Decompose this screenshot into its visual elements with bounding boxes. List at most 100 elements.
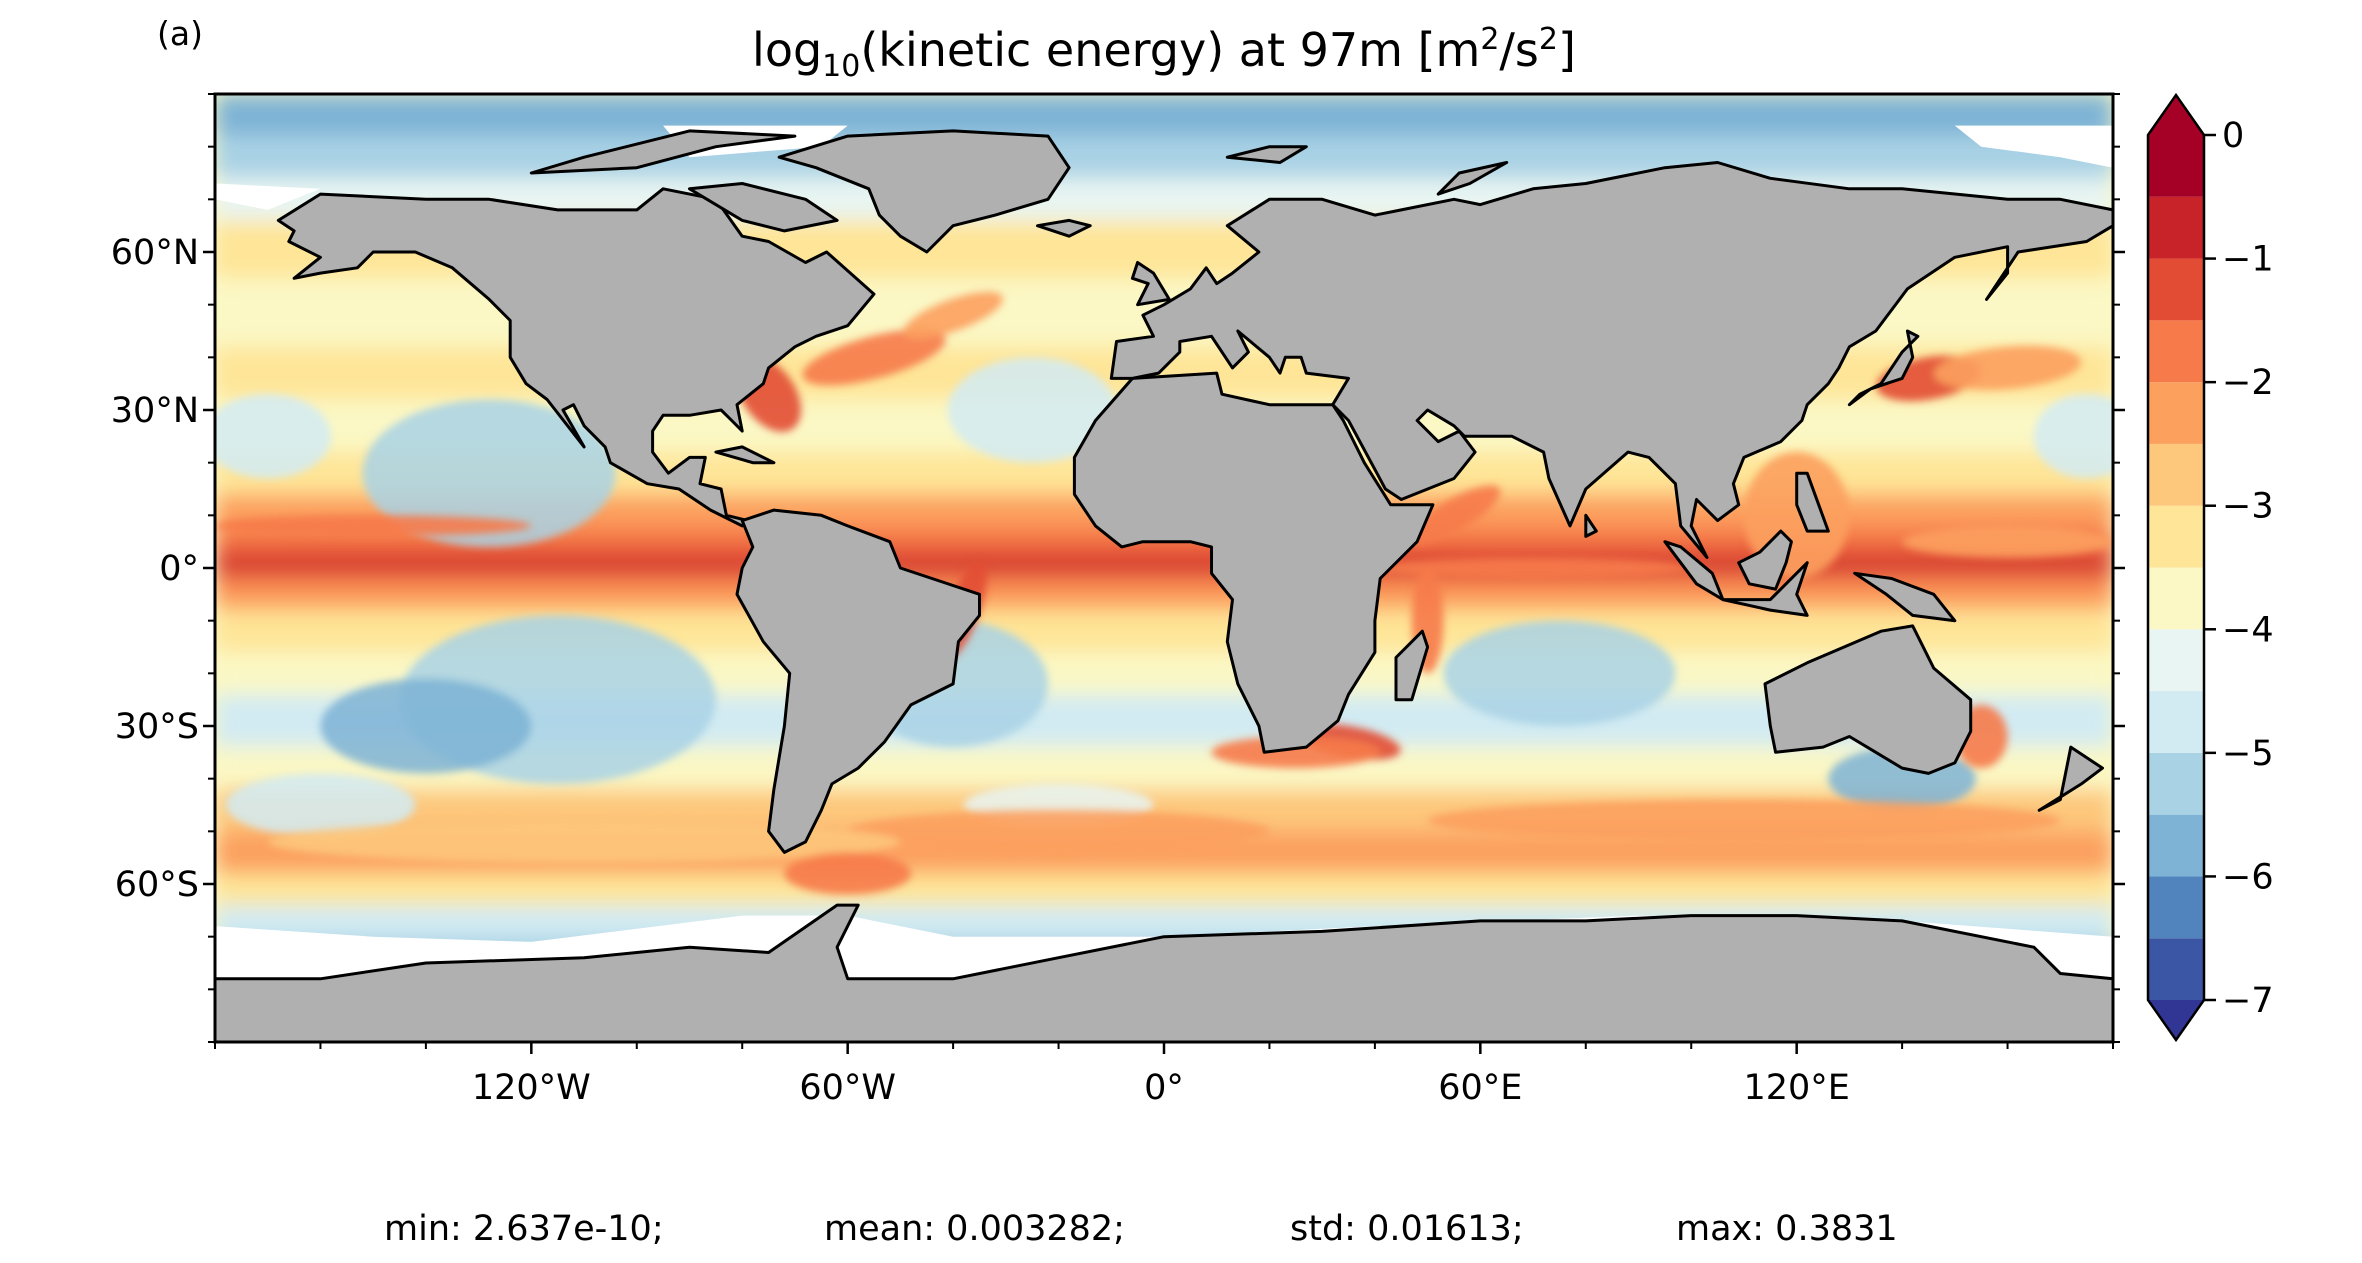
land-baffin-island: [688, 182, 839, 233]
land-new-zealand: [2037, 745, 2104, 812]
panel-label: (a): [157, 14, 203, 53]
current-jet: [847, 810, 1270, 853]
x-tick-label: 60°E: [1438, 1068, 1522, 1108]
current-jet: [215, 515, 532, 537]
land-north-america: [276, 187, 876, 528]
x-tick-label: 120°W: [472, 1068, 591, 1108]
land-cuba: [714, 445, 776, 465]
current-jet: [1211, 736, 1381, 769]
land-philippines: [1795, 471, 1830, 533]
current-jet: [1374, 557, 1692, 579]
colorbar-tick-label: −4: [2222, 610, 2274, 650]
current-jet: [1427, 799, 2061, 842]
chart-title: log10(kinetic energy) at 97m [m2/s2]: [752, 22, 1576, 84]
y-tick-label: 30°S: [115, 707, 199, 747]
colorbar-extend-bottom: [2148, 1000, 2204, 1040]
land-sri-lanka: [1584, 513, 1598, 538]
title-sup2: 2: [1539, 22, 1558, 57]
land-sumatra: [1663, 540, 1725, 602]
colorbar-tick-label: −5: [2222, 734, 2274, 774]
field-band: [215, 546, 2113, 563]
land-svalbard-islands: [1225, 145, 1308, 164]
colorbar-extend-top: [2148, 95, 2204, 135]
land-africa: [1072, 371, 1435, 754]
field-band: [215, 136, 2113, 179]
title-suffix: ]: [1558, 23, 1576, 77]
field-band: [215, 573, 2113, 590]
colorbar-tick-label: −7: [2222, 981, 2274, 1021]
map-plot: [215, 94, 2113, 1042]
current-jet: [1902, 525, 2113, 558]
quiet-zone: [215, 394, 331, 479]
x-tick-label: 0°: [1144, 1068, 1184, 1108]
colorbar-segment: [2148, 814, 2204, 877]
land-japan: [1847, 329, 1920, 407]
current-jet: [903, 291, 1003, 339]
land-antarctica: [215, 903, 2113, 1042]
current-jet: [267, 820, 901, 863]
colorbar-segment: [2148, 505, 2204, 568]
x-tick-label: 120°E: [1743, 1068, 1849, 1108]
quiet-zone: [362, 399, 616, 547]
colorbar-tick-label: −1: [2222, 240, 2274, 280]
colorbar-segment: [2148, 320, 2204, 383]
stat-max: max: 0.3831: [1676, 1209, 1898, 1249]
title-mid2: /s: [1499, 23, 1538, 77]
land-south-america: [735, 508, 981, 854]
colorbar-segment: [2148, 567, 2204, 630]
quiet-zone: [225, 773, 416, 837]
axis-ticks: 120°W 60°W 0° 60°E 120°E 60°N 30°N 0° 30°S 60°S: [111, 93, 2125, 1108]
y-tick-label: 60°S: [115, 865, 199, 905]
field-band: [215, 94, 2113, 137]
land-novaya-zemlya: [1436, 161, 1509, 196]
current-jet: [802, 329, 946, 386]
colorbar-segment: [2148, 876, 2204, 939]
stat-min: min: 2.637e-10;: [384, 1209, 664, 1249]
y-tick-label: 0°: [159, 549, 199, 589]
colorbar-tick-label: −6: [2222, 857, 2274, 897]
land-great-britain: [1130, 261, 1171, 307]
land-australia: [1763, 624, 1973, 775]
colorbar: 0 −1 −2 −3 −4 −5 −6 −7: [2146, 92, 2274, 1043]
land-masses: [215, 129, 2113, 1042]
energetic-currents: [215, 291, 2113, 895]
current-jet: [1407, 485, 1501, 546]
land-eurasia: [1109, 161, 2113, 559]
field-band: [215, 873, 2113, 906]
title-prefix: log: [752, 23, 822, 77]
current-jet: [784, 852, 911, 895]
land-arctic-islands: [529, 129, 797, 175]
colorbar-segment: [2148, 135, 2204, 197]
x-tick-label: 60°W: [799, 1068, 896, 1108]
field-band: [215, 589, 2113, 611]
colorbar-segment: [2148, 752, 2204, 815]
y-tick-label: 60°N: [111, 233, 199, 273]
colorbar-tick-label: −2: [2222, 363, 2274, 403]
ice-region: [215, 183, 321, 210]
colorbar-segment: [2148, 691, 2204, 753]
land-new-guinea: [1853, 571, 1957, 623]
title-subscript: 10: [822, 49, 860, 84]
colorbar-segment: [2148, 382, 2204, 444]
stat-std: std: 0.01613;: [1290, 1209, 1524, 1249]
title-sup1: 2: [1480, 22, 1499, 57]
land-madagascar: [1394, 629, 1430, 702]
colorbar-segment: [2148, 443, 2204, 506]
field-band: [215, 562, 2113, 574]
stat-mean: mean: 0.003282;: [824, 1209, 1125, 1249]
quiet-zone: [2033, 394, 2113, 479]
colorbar-segment: [2148, 196, 2204, 259]
quiet-zone: [1443, 620, 1676, 726]
colorbar-tick-label: 0: [2222, 116, 2244, 156]
quiet-zone: [947, 357, 1117, 463]
land-borneo: [1737, 529, 1793, 591]
colorbar-segment: [2148, 258, 2204, 321]
colorbar-segment: [2148, 938, 2204, 1000]
ice-region: [1954, 125, 2113, 168]
land-sulawesi-java: [1721, 561, 1809, 617]
land-greenland: [777, 129, 1071, 254]
colorbar-segment: [2148, 629, 2204, 692]
colorbar-tick-label: −3: [2222, 487, 2274, 527]
land-iceland: [1036, 218, 1092, 238]
